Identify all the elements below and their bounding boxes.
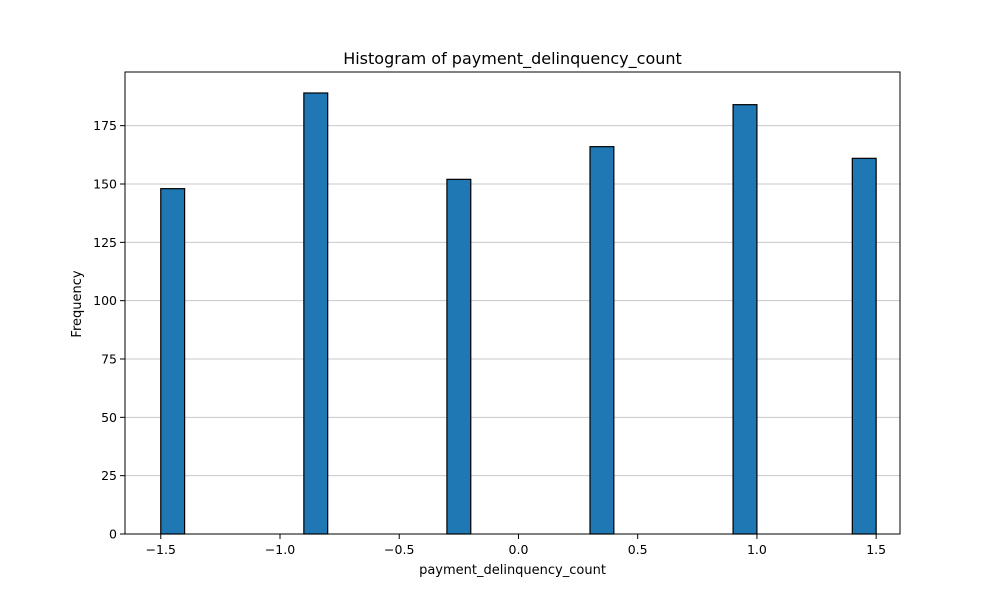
y-tick-label: 125 <box>93 235 117 250</box>
y-axis-ticks: 0 25 50 75 100 125 150 175 <box>93 118 125 542</box>
y-tick-label: 100 <box>93 293 117 308</box>
y-tick-label: 150 <box>93 177 117 192</box>
x-tick-label: 0.0 <box>509 542 529 557</box>
histogram-bar <box>732 104 758 535</box>
y-tick-label: 50 <box>101 410 117 425</box>
x-axis-label: payment_delinquency_count <box>419 563 606 578</box>
grid-lines <box>125 125 900 535</box>
histogram-bar <box>589 146 615 535</box>
x-tick-label: 0.5 <box>628 542 648 557</box>
histogram-bar <box>303 92 329 535</box>
histogram-bar <box>851 157 877 535</box>
y-tick-label: 175 <box>93 118 117 133</box>
x-tick-label: 1.5 <box>866 542 886 557</box>
y-axis-label: Frequency <box>70 270 85 337</box>
x-tick-label: −1.5 <box>146 542 176 557</box>
histogram-bar <box>160 188 186 535</box>
x-tick-label: 1.0 <box>747 542 767 557</box>
y-tick-label: 75 <box>101 352 117 367</box>
histogram-bar <box>446 178 472 535</box>
y-tick-label: 0 <box>109 527 117 542</box>
x-axis-ticks: −1.5 −1.0 −0.5 0.0 0.5 1.0 1.5 <box>146 534 886 557</box>
x-tick-label: −0.5 <box>384 542 414 557</box>
y-tick-label: 25 <box>101 468 117 483</box>
plot-frame <box>124 71 901 535</box>
x-tick-label: −1.0 <box>265 542 295 557</box>
chart-title: Histogram of payment_delinquency_count <box>343 49 682 69</box>
bars-group <box>160 92 877 535</box>
